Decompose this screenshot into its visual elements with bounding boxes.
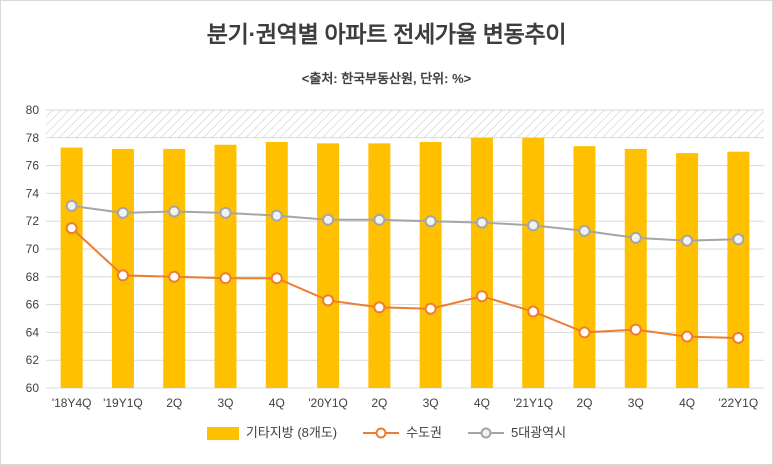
x-tick-label: 3Q	[217, 396, 233, 410]
chart-title: 분기·권역별 아파트 전세가율 변동추이	[206, 21, 567, 47]
line-marker	[424, 215, 437, 228]
line-marker	[578, 224, 591, 237]
x-tick-label: 2Q	[166, 396, 182, 410]
bar-4Q	[470, 137, 493, 388]
x-tick-label: 2Q	[576, 396, 592, 410]
x-tick-label: 3Q	[628, 396, 644, 410]
line-marker	[681, 330, 694, 343]
x-tick-label: '21Y1Q	[513, 396, 553, 410]
line-marker	[629, 231, 642, 244]
line-marker	[116, 269, 129, 282]
chart-legend: 기타지방 (8개도) 수도권 5대광역시	[1, 426, 772, 440]
line-marker	[578, 326, 591, 339]
bar-4Q	[265, 141, 288, 388]
line-marker	[65, 222, 78, 235]
chart-canvas: 60 62 64 66 68 70 72 74 76 78 80 '18Y4Q '19Y1Q 2Q 3Q 4Q…	[26, 103, 764, 410]
line-marker	[168, 270, 181, 283]
legend-marker-dot	[375, 427, 387, 439]
line-marker	[219, 272, 232, 285]
x-tick-label: '20Y1Q	[308, 396, 348, 410]
y-tick-label: 80	[26, 103, 40, 117]
x-tick-label: 4Q	[269, 396, 285, 410]
chart-subtitle: <출처: 한국부동산원, 단위: %>	[301, 71, 472, 86]
bar-2Q	[163, 148, 186, 388]
x-tick-label: 4Q	[474, 396, 490, 410]
line-marker	[65, 199, 78, 212]
line-marker	[270, 272, 283, 285]
legend-line-swatch	[468, 426, 505, 440]
y-tick-label: 62	[26, 353, 40, 367]
legend-label: 5대광역시	[511, 425, 567, 440]
bar-'20Y1Q	[317, 143, 340, 388]
line-marker	[732, 233, 745, 246]
legend-marker-dot	[480, 427, 492, 439]
legend-item-five-cities: 5대광역시	[468, 426, 566, 440]
y-tick-label: 70	[26, 242, 40, 256]
y-tick-label: 64	[26, 325, 40, 339]
line-series	[70, 227, 739, 339]
line-marker	[373, 301, 386, 314]
y-tick-label: 60	[26, 381, 40, 395]
line-marker	[475, 216, 488, 229]
bar-3Q	[214, 144, 237, 388]
line-marker	[732, 331, 745, 344]
line-marker	[424, 302, 437, 315]
bar-3Q	[624, 148, 647, 388]
bar-2Q	[573, 146, 596, 388]
legend-item-other-regions: 기타지방 (8개도)	[206, 425, 338, 440]
legend-line-swatch	[363, 426, 400, 440]
y-tick-label: 66	[26, 298, 40, 312]
bar-3Q	[419, 141, 442, 388]
x-tick-label: 2Q	[371, 396, 387, 410]
legend-bar-swatch	[206, 426, 239, 440]
legend-label: 기타지방 (8개도)	[245, 425, 338, 440]
x-tick-label: '22Y1Q	[719, 396, 759, 410]
y-tick-label: 78	[26, 131, 40, 145]
line-marker	[322, 294, 335, 307]
line-marker	[270, 209, 283, 222]
bar-2Q	[368, 143, 391, 388]
line-marker	[475, 290, 488, 303]
line-marker	[322, 213, 335, 226]
line-marker	[219, 206, 232, 219]
line-marker	[527, 305, 540, 318]
line-marker	[116, 206, 129, 219]
line-marker	[681, 234, 694, 247]
bar-'18Y4Q	[60, 147, 83, 388]
bar-'19Y1Q	[111, 148, 134, 388]
y-tick-label: 72	[26, 214, 40, 228]
y-tick-label: 68	[26, 270, 40, 284]
bar-'21Y1Q	[522, 137, 545, 388]
x-tick-label: '19Y1Q	[103, 396, 143, 410]
bar-'22Y1Q	[727, 151, 750, 388]
hatch-band	[46, 110, 764, 138]
bar-4Q	[676, 153, 699, 388]
line-marker	[373, 213, 386, 226]
x-tick-label: 4Q	[679, 396, 695, 410]
y-tick-label: 76	[26, 159, 40, 173]
line-marker	[168, 205, 181, 218]
line-marker	[629, 323, 642, 336]
legend-label: 수도권	[406, 425, 443, 440]
y-tick-label: 74	[26, 186, 40, 200]
x-tick-label: '18Y4Q	[52, 396, 92, 410]
line-series	[71, 204, 739, 242]
legend-item-metro-area: 수도권	[363, 426, 442, 440]
x-tick-label: 3Q	[423, 396, 439, 410]
line-marker	[527, 219, 540, 232]
